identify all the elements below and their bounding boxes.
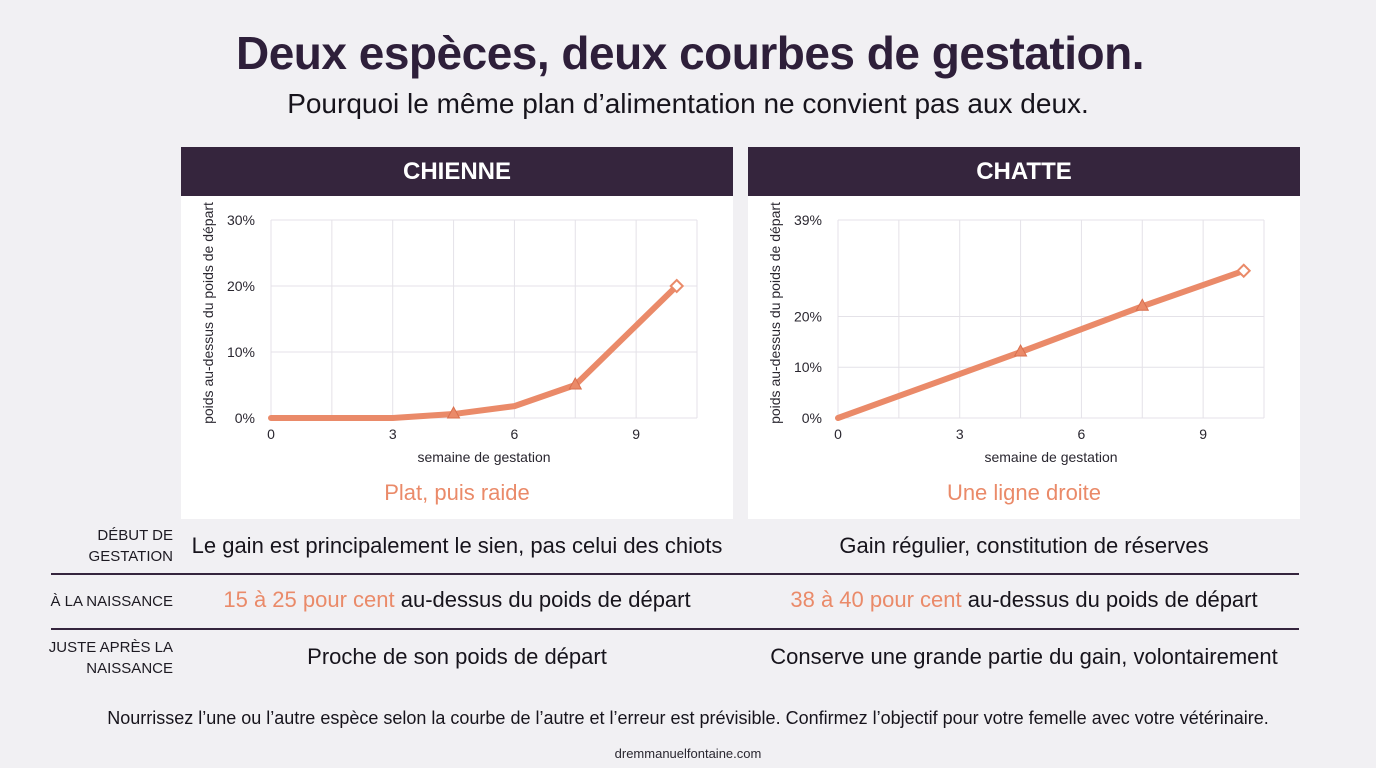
- x-tick-label: 3: [956, 426, 964, 442]
- y-tick-label: 10%: [227, 344, 255, 360]
- y-tick-label: 39%: [794, 212, 822, 228]
- dog-chart-panel: CHIENNE 0% 10% 20% 30% 0 3 6 9 semaine de gestat…: [181, 147, 733, 519]
- data-point-marker: [1013, 343, 1028, 357]
- x-tick-label: 6: [511, 426, 519, 442]
- dog-chart-caption: Plat, puis raide: [384, 480, 530, 505]
- y-tick-label: 0%: [802, 410, 822, 426]
- series-line: [835, 267, 1247, 421]
- row-label-early-gestation: DÉBUT DE GESTATION: [88, 527, 173, 565]
- cat-chart-caption: Une ligne droite: [946, 480, 1102, 505]
- series-line: [268, 283, 680, 421]
- y-tick-label: 10%: [794, 359, 822, 375]
- y-tick-label: 20%: [227, 278, 255, 294]
- dog-birth-highlight: 15 à 25 pour cent: [223, 587, 395, 612]
- cat-after-birth: Conserve une grande partie du gain, volo…: [770, 644, 1278, 669]
- dog-gestation-chart: 0% 10% 20% 30% 0 3 6 9 semaine de gestation poids…: [200, 202, 698, 465]
- dog-at-birth: 15 à 25 pour cent au-dessus du poids de …: [181, 587, 733, 613]
- x-tick-label: 6: [1078, 426, 1086, 442]
- y-tick-label: 20%: [794, 308, 822, 324]
- endpoint-marker: [669, 278, 685, 294]
- footer-note: Nourrissez l’une ou l’autre espèce selon…: [107, 708, 1269, 728]
- y-tick-label: 0%: [235, 410, 255, 426]
- endpoint-marker: [1236, 263, 1252, 279]
- cat-early-gestation: Gain régulier, constitution de réserves: [839, 533, 1209, 558]
- x-tick-label: 9: [1199, 426, 1207, 442]
- footer-url: dremmanuelfontaine.com: [614, 746, 762, 761]
- row-label-after-birth: JUSTE APRÈS LA NAISSANCE: [48, 639, 173, 677]
- x-axis-label: semaine de gestation: [984, 449, 1117, 465]
- cat-chart-title: CHATTE: [748, 147, 1300, 196]
- x-axis-label: semaine de gestation: [417, 449, 550, 465]
- y-tick-label: 30%: [227, 212, 255, 228]
- data-point-marker: [1135, 298, 1150, 311]
- x-tick-label: 0: [267, 426, 275, 442]
- row-label-birth: À LA NAISSANCE: [50, 593, 173, 610]
- data-point-marker: [568, 376, 583, 390]
- cat-chart-panel: CHATTE 0% 10% 20% 39% 0 3 6 9 semaine de gestati…: [748, 147, 1300, 519]
- cat-birth-text: au-dessus du poids de départ: [961, 587, 1258, 612]
- page-subtitle: Pourquoi le même plan d’alimentation ne …: [287, 88, 1089, 119]
- y-axis-label: poids au-dessus du poids de départ: [767, 202, 783, 424]
- dog-early-gestation: Le gain est principalement le sien, pas …: [191, 533, 723, 558]
- x-tick-label: 3: [389, 426, 397, 442]
- dog-chart-title: CHIENNE: [181, 147, 733, 196]
- page-title: Deux espèces, deux courbes de gestation.: [236, 27, 1145, 79]
- dog-after-birth: Proche de son poids de départ: [307, 644, 607, 669]
- table-divider: [51, 628, 1299, 630]
- cat-gestation-chart: 0% 10% 20% 39% 0 3 6 9 semaine de gestation poids…: [767, 202, 1265, 465]
- cat-birth-highlight: 38 à 40 pour cent: [790, 587, 962, 612]
- dog-birth-text: au-dessus du poids de départ: [394, 587, 691, 612]
- y-axis-label: poids au-dessus du poids de départ: [200, 202, 216, 424]
- cat-at-birth: 38 à 40 pour cent au-dessus du poids de …: [748, 587, 1300, 613]
- x-tick-label: 0: [834, 426, 842, 442]
- data-point-marker: [446, 405, 461, 419]
- x-tick-label: 9: [632, 426, 640, 442]
- table-divider: [51, 573, 1299, 575]
